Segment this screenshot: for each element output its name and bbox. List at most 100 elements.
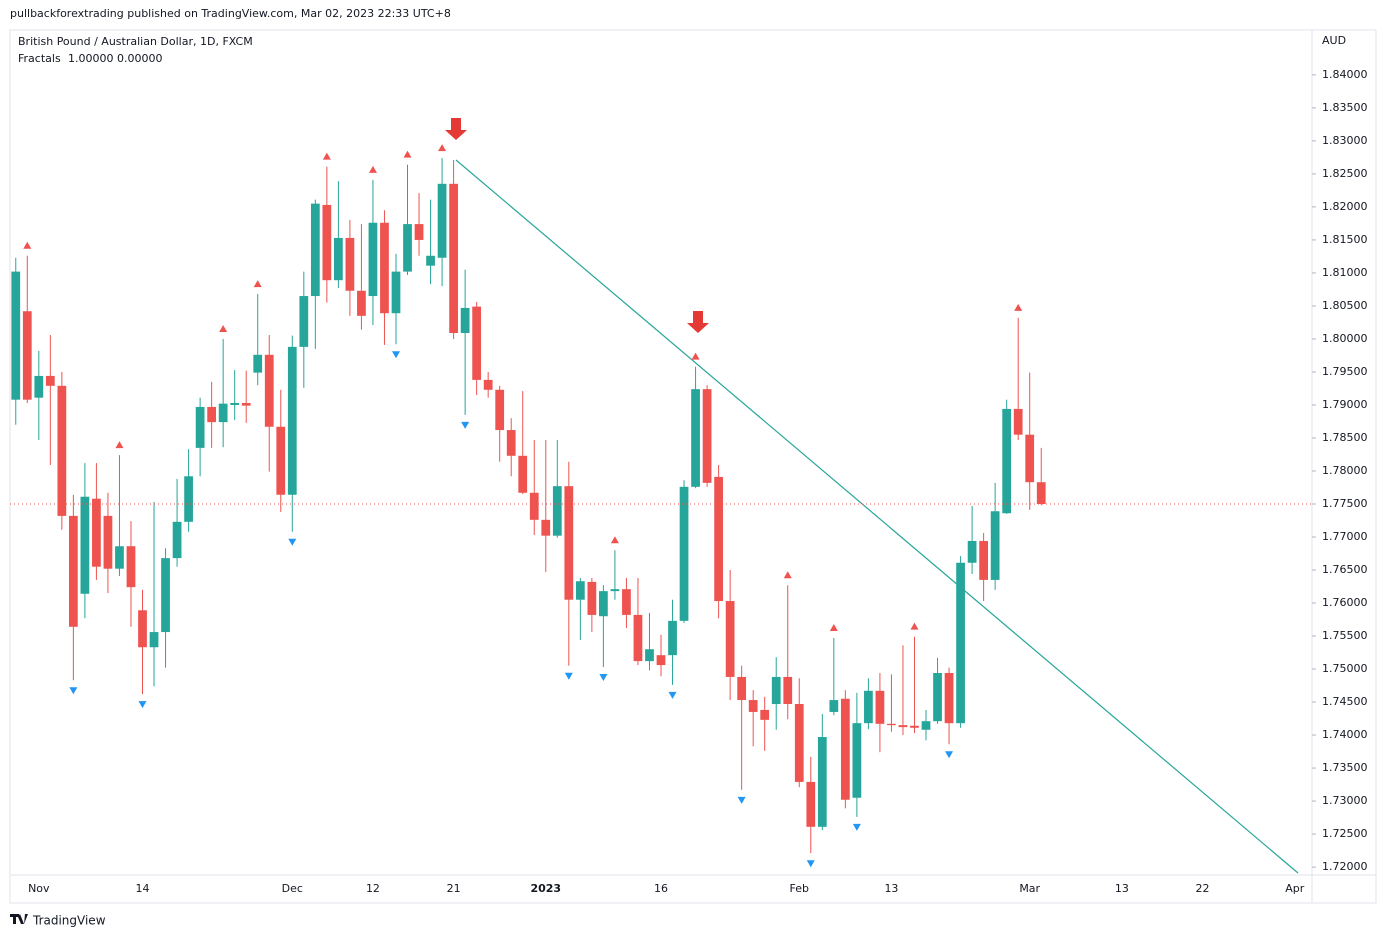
- fractal-up: [829, 624, 838, 632]
- y-tick-label: 1.77500: [1322, 497, 1368, 510]
- candle-body: [910, 725, 919, 728]
- x-tick-label: 13: [1115, 882, 1129, 895]
- candle-body: [253, 354, 263, 373]
- candle-body: [57, 385, 67, 516]
- candle-body: [334, 237, 343, 281]
- brand: TradingView: [32, 914, 106, 928]
- candle-body: [426, 255, 435, 266]
- candle-body: [138, 610, 147, 648]
- candle-body: [760, 709, 770, 720]
- candle-body: [80, 496, 90, 594]
- candle-body: [92, 498, 101, 567]
- arrow: [687, 311, 709, 333]
- fractal-up: [1014, 303, 1023, 311]
- candle-body: [368, 222, 378, 297]
- y-tick-label: 1.74500: [1322, 695, 1368, 708]
- candle-body: [103, 515, 113, 569]
- candle-body: [310, 203, 320, 297]
- candle-body: [656, 655, 666, 666]
- x-tick-label: 12: [366, 882, 380, 895]
- x-tick-label: 16: [654, 882, 668, 895]
- candle-body: [68, 515, 78, 627]
- fractal-down: [668, 691, 677, 699]
- candle-body: [921, 721, 931, 730]
- candle-body: [898, 725, 908, 728]
- fractal-up: [219, 324, 228, 332]
- x-tick-label: Feb: [790, 882, 809, 895]
- candle-body: [933, 672, 942, 722]
- y-tick-label: 1.81500: [1322, 233, 1368, 246]
- y-tick-label: 1.76000: [1322, 596, 1368, 609]
- candle-body: [610, 589, 620, 592]
- fractal-up: [368, 165, 377, 173]
- x-tick-label: 13: [884, 882, 898, 895]
- y-tick-label: 1.84000: [1322, 68, 1368, 81]
- candle-body: [403, 224, 412, 272]
- x-tick-label: Dec: [282, 882, 303, 895]
- candle-body: [299, 296, 309, 347]
- candle-body: [241, 402, 251, 406]
- publisher: pullbackforextrading published on Tradin…: [10, 7, 451, 20]
- y-tick-label: 1.73000: [1322, 794, 1368, 807]
- y-tick-label: 1.78500: [1322, 431, 1368, 444]
- trend-line: [455, 159, 1299, 874]
- candle-body: [230, 402, 240, 405]
- candle-body: [564, 486, 574, 600]
- candle-body: [460, 307, 470, 334]
- currency: AUD: [1322, 34, 1346, 47]
- candle-body: [599, 591, 608, 617]
- candle-body: [172, 521, 182, 559]
- y-tick-label: 1.72500: [1322, 827, 1368, 840]
- candle-body: [357, 290, 366, 316]
- logo: [10, 914, 28, 924]
- candle-body: [1013, 408, 1023, 435]
- arrow: [445, 118, 467, 140]
- y-tick-label: 1.75000: [1322, 662, 1368, 675]
- y-tick-label: 1.80500: [1322, 299, 1368, 312]
- fractal-down: [138, 701, 147, 709]
- fractal-up: [115, 441, 124, 449]
- candle-body: [840, 698, 850, 800]
- candle-body: [287, 346, 297, 495]
- candle-body: [875, 690, 885, 724]
- footer: TradingView: [10, 914, 106, 928]
- candle-body: [587, 581, 597, 615]
- candle-body: [691, 389, 700, 487]
- candle-body: [552, 486, 562, 536]
- candle-body: [276, 426, 286, 495]
- x-tick-label: 22: [1196, 882, 1210, 895]
- candle-body: [345, 237, 355, 291]
- y-tick-label: 1.73500: [1322, 761, 1368, 774]
- fractal-down: [806, 860, 815, 868]
- fractal-down: [288, 538, 297, 546]
- candle-body: [218, 403, 228, 423]
- candle-body: [633, 614, 643, 662]
- series: [10, 144, 1312, 868]
- y-tick-label: 1.78000: [1322, 464, 1368, 477]
- candle-body: [714, 476, 723, 602]
- fractal-up: [253, 280, 262, 288]
- fractal-down: [564, 672, 573, 680]
- candle-body: [207, 406, 217, 423]
- fractal-down: [391, 351, 400, 359]
- candle-body: [115, 546, 124, 569]
- candle-body: [852, 723, 862, 798]
- y-tick-label: 1.79000: [1322, 398, 1368, 411]
- fractal-up: [691, 352, 700, 360]
- candle-body: [22, 311, 32, 400]
- indicator-name: Fractals: [18, 52, 61, 65]
- candle-body: [1036, 482, 1046, 504]
- candle-body: [702, 389, 712, 483]
- x-tick-label: Apr: [1285, 882, 1305, 895]
- y-tick-label: 1.76500: [1322, 563, 1368, 576]
- candle-body: [645, 649, 654, 662]
- candle-body: [575, 581, 585, 600]
- candle-body: [725, 601, 735, 677]
- fractal-down: [69, 687, 78, 695]
- candle-body: [783, 676, 793, 705]
- candle-body: [679, 486, 689, 621]
- candle-body: [622, 589, 631, 615]
- candle-body: [264, 354, 274, 427]
- candle-body: [979, 540, 988, 580]
